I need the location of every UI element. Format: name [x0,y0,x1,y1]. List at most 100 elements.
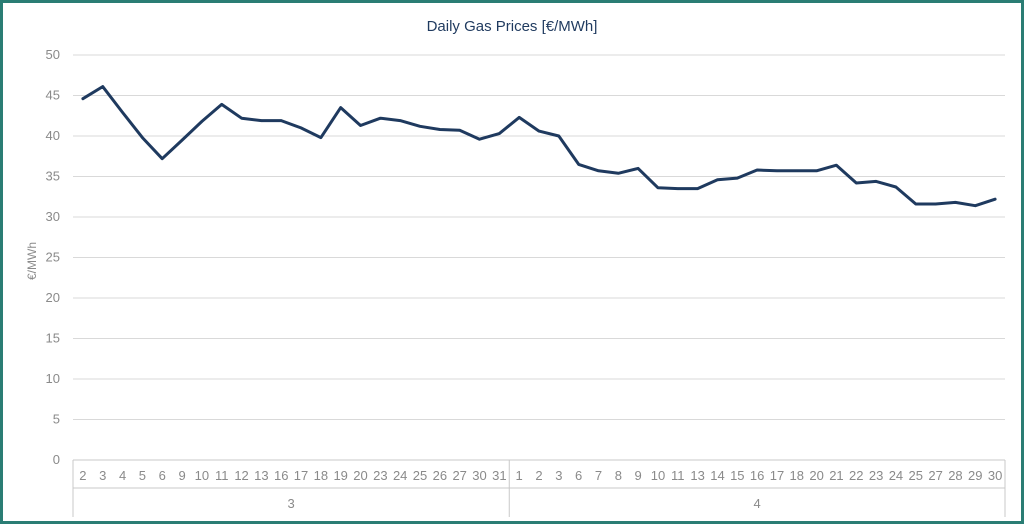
data-point [280,119,283,122]
x-tick-label: 20 [353,468,367,483]
chart-title: Daily Gas Prices [€/MWh] [427,18,598,35]
data-point [478,138,481,141]
data-point [617,172,620,175]
data-point [874,180,878,183]
x-tick-label: 30 [472,468,486,483]
data-point [398,119,402,122]
data-point [438,128,442,131]
data-point [537,129,541,133]
data-point [458,129,461,132]
x-tick-label: 20 [809,468,823,483]
x-tick-label: 27 [452,468,466,483]
y-tick-label: 20 [46,290,60,305]
data-point [656,186,660,190]
x-tick-label: 21 [829,468,843,483]
data-point [914,202,917,206]
x-tick-label: 9 [178,468,185,483]
y-tick-label: 40 [46,128,60,143]
data-point [855,181,858,185]
x-tick-label: 11 [215,468,229,483]
x-tick-label: 25 [413,468,427,483]
x-tick-label: 23 [869,468,883,483]
x-tick-label: 17 [294,468,308,483]
x-tick-label: 4 [119,468,126,483]
x-tick-label: 27 [928,468,942,483]
y-tick-label: 15 [46,331,60,346]
x-tick-label: 11 [671,468,685,483]
data-point [220,103,223,106]
data-point [597,169,600,173]
x-tick-label: 12 [234,468,248,483]
series-line [81,85,997,208]
data-point [835,163,838,167]
data-point [121,111,124,114]
x-tick-label: 13 [254,468,268,483]
x-group-label: 3 [288,496,295,511]
data-point [716,178,719,181]
x-tick-label: 7 [595,468,602,483]
y-tick-label: 50 [46,47,60,62]
y-axis-label: €/MWh [25,242,39,280]
data-point [161,157,164,160]
data-point [498,132,501,135]
x-tick-label: 26 [433,468,447,483]
x-tick-label: 23 [373,468,387,483]
data-point [200,120,204,123]
data-point [795,169,798,173]
x-tick-label: 9 [635,468,642,483]
data-point [299,126,303,130]
data-point [319,136,323,139]
x-tick-label: 10 [651,468,665,483]
x-tick-label: 2 [79,468,86,483]
data-point [815,169,818,173]
x-tick-label: 28 [948,468,962,483]
data-point [974,204,977,207]
x-tick-label: 2 [535,468,542,483]
data-point [379,116,382,120]
data-point [775,169,779,173]
x-tick-label: 8 [615,468,622,483]
data-point [557,134,561,138]
y-tick-label: 45 [46,88,60,103]
data-point [240,116,243,120]
x-tick-label: 31 [492,468,506,483]
x-group-label: 4 [754,496,761,511]
x-tick-label: 15 [730,468,744,483]
data-point [954,201,957,204]
data-point [736,176,739,180]
x-tick-label: 22 [849,468,863,483]
x-tick-label: 18 [314,468,328,483]
data-point [934,202,937,206]
data-point [517,116,521,119]
data-point [894,185,898,189]
x-tick-label: 16 [274,468,288,483]
data-point [577,163,580,166]
x-tick-label: 10 [195,468,209,483]
x-tick-label: 25 [909,468,923,483]
y-tick-label: 10 [46,371,60,386]
x-tick-label: 3 [555,468,562,483]
x-tick-label: 6 [159,468,166,483]
x-tick-label: 14 [710,468,724,483]
x-tick-label: 24 [393,468,407,483]
x-tick-label: 24 [889,468,903,483]
y-tick-label: 30 [46,209,60,224]
x-tick-label: 3 [99,468,106,483]
data-point [141,136,144,139]
x-tick-label: 17 [770,468,784,483]
x-tick-label: 13 [690,468,704,483]
y-tick-label: 25 [46,250,60,265]
data-point [359,124,362,127]
data-point [755,168,759,172]
x-tick-label: 5 [139,468,146,483]
y-tick-label: 5 [53,412,60,427]
data-point [676,187,680,190]
x-tick-label: 30 [988,468,1002,483]
data-point [81,97,85,100]
x-tick-label: 19 [333,468,347,483]
data-point [180,138,184,142]
data-point [636,167,640,170]
data-point [418,125,422,128]
y-tick-label: 0 [53,452,60,467]
